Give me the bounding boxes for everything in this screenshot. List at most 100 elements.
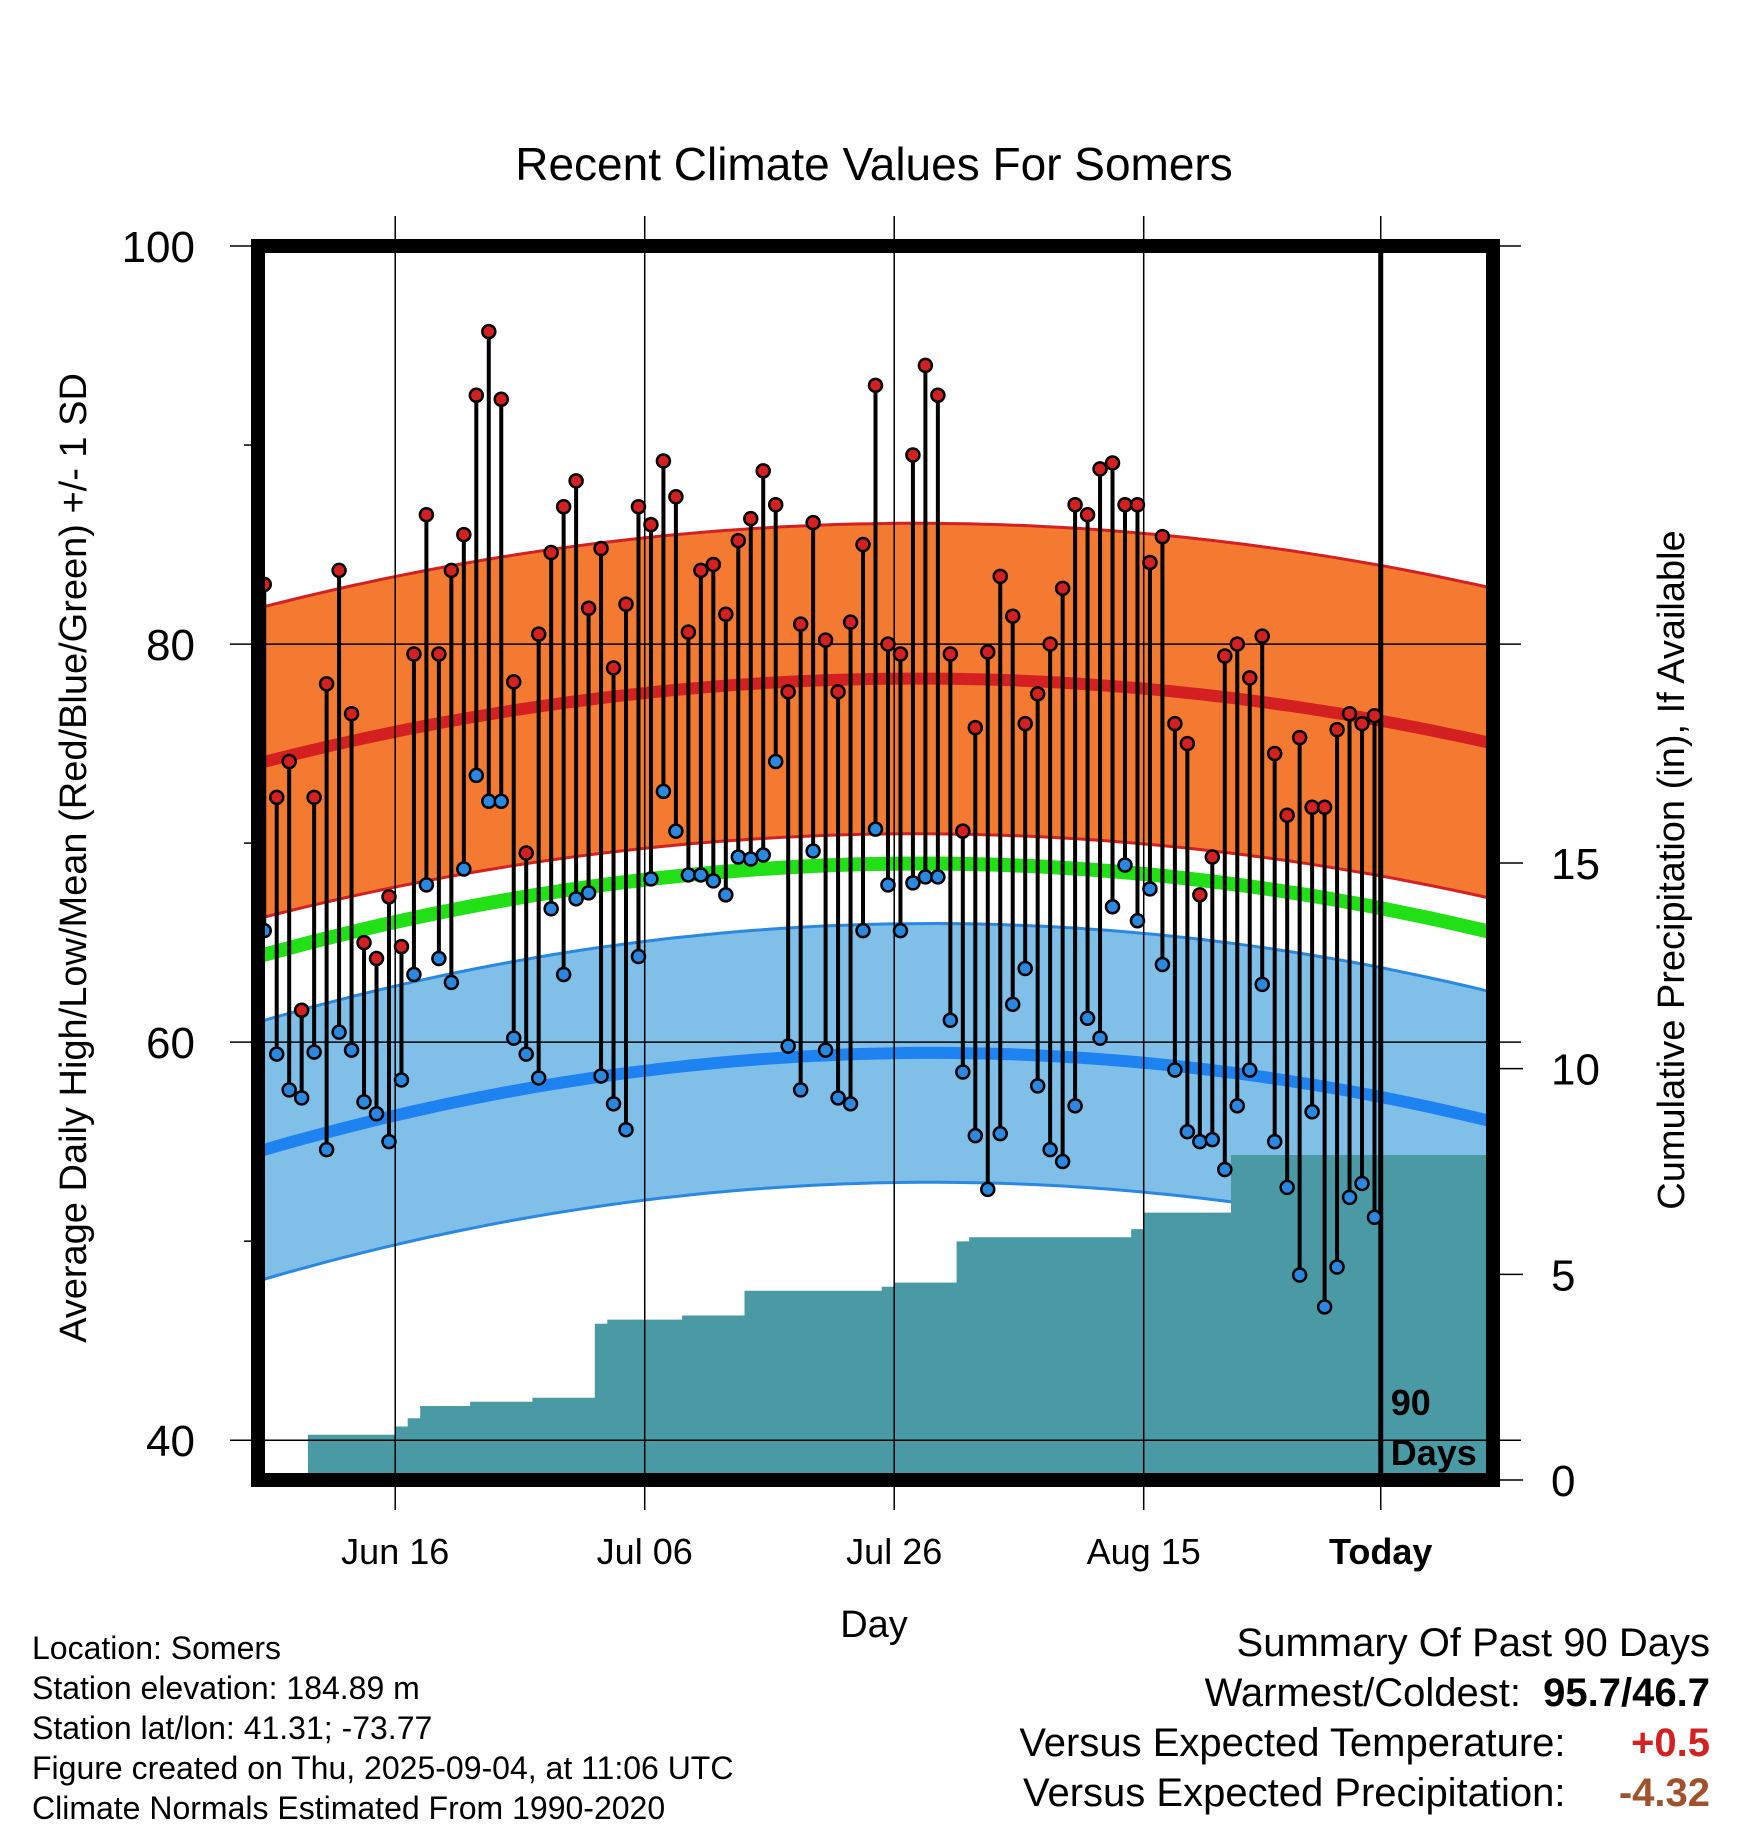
high-point bbox=[867, 377, 884, 394]
low-point bbox=[1104, 899, 1121, 915]
low-point bbox=[1029, 1078, 1046, 1094]
high-point bbox=[418, 506, 435, 523]
high-point bbox=[331, 562, 347, 579]
high-point bbox=[1341, 705, 1358, 722]
high-point bbox=[805, 514, 821, 531]
low-point bbox=[393, 1072, 410, 1088]
low-point bbox=[618, 1121, 634, 1138]
low-point bbox=[1054, 1153, 1071, 1170]
high-point bbox=[930, 387, 946, 404]
low-point bbox=[593, 1068, 609, 1084]
low-point bbox=[880, 877, 896, 893]
low-point bbox=[805, 843, 821, 859]
high-point bbox=[1229, 636, 1246, 652]
low-point bbox=[855, 922, 871, 939]
high-point bbox=[668, 489, 684, 505]
low-point bbox=[555, 966, 572, 983]
y-tick-label: 60 bbox=[146, 1019, 195, 1068]
low-point bbox=[343, 1042, 360, 1058]
high-point bbox=[1266, 745, 1283, 762]
low-point bbox=[605, 1096, 622, 1112]
low-point bbox=[992, 1125, 1008, 1142]
high-point bbox=[456, 526, 472, 543]
low-point bbox=[1167, 1062, 1183, 1078]
low-point bbox=[1142, 881, 1158, 897]
high-point bbox=[718, 606, 734, 622]
low-point bbox=[381, 1133, 397, 1150]
temp-vs-expected-label: Versus Expected Temperature: bbox=[1019, 1721, 1566, 1765]
low-point bbox=[543, 901, 559, 917]
low-point bbox=[955, 1064, 971, 1080]
y2-axis-label: Cumulative Precipitation (in), If Availa… bbox=[1651, 530, 1693, 1209]
high-point bbox=[381, 889, 397, 905]
low-point bbox=[1092, 1030, 1108, 1046]
low-point bbox=[1004, 996, 1021, 1013]
low-point bbox=[980, 1181, 996, 1198]
normals-text: Climate Normals Estimated From 1990-2020 bbox=[32, 1790, 666, 1826]
low-point bbox=[1341, 1189, 1358, 1206]
high-point bbox=[630, 498, 647, 515]
low-point bbox=[1154, 956, 1171, 973]
x-axis-label: Day bbox=[840, 1604, 908, 1646]
low-point bbox=[481, 793, 497, 810]
low-point bbox=[568, 891, 584, 907]
y-tick-label: 40 bbox=[146, 1417, 195, 1466]
high-point bbox=[281, 753, 297, 770]
low-point bbox=[718, 887, 734, 903]
low-point bbox=[518, 1046, 534, 1062]
high-point bbox=[1092, 461, 1108, 477]
high-point bbox=[980, 644, 996, 660]
low-point bbox=[892, 922, 909, 939]
low-point bbox=[1366, 1209, 1383, 1226]
elevation-text: Station elevation: 184.89 m bbox=[32, 1670, 420, 1706]
low-point bbox=[680, 867, 697, 883]
high-point bbox=[555, 498, 572, 515]
low-point bbox=[431, 950, 447, 967]
location-text: Location: Somers bbox=[32, 1630, 282, 1666]
observations bbox=[256, 323, 1383, 1315]
low-point bbox=[630, 948, 647, 965]
high-point bbox=[1241, 670, 1258, 686]
low-point bbox=[1279, 1179, 1295, 1196]
summary-title: Summary Of Past 90 Days bbox=[1236, 1621, 1710, 1665]
warmest-coldest-value: 95.7/46.7 bbox=[1543, 1671, 1710, 1715]
high-point bbox=[830, 684, 846, 700]
low-point bbox=[318, 1141, 335, 1158]
summary-panel: Summary Of Past 90 Days Warmest/Coldest:… bbox=[1019, 1618, 1710, 1818]
x-tick-label: Aug 15 bbox=[1087, 1531, 1201, 1572]
high-point bbox=[593, 540, 609, 557]
low-point bbox=[418, 877, 435, 893]
high-point bbox=[356, 934, 372, 951]
high-point bbox=[1054, 580, 1071, 597]
high-point bbox=[705, 556, 722, 573]
created-text: Figure created on Thu, 2025-09-04, at 11… bbox=[32, 1750, 734, 1786]
low-point bbox=[1254, 976, 1270, 993]
low-point bbox=[468, 767, 485, 784]
high-point bbox=[1029, 686, 1046, 702]
low-point bbox=[268, 1046, 285, 1062]
y-tick-label: 100 bbox=[122, 223, 195, 272]
days-label: Days bbox=[1391, 1432, 1477, 1473]
high-point bbox=[505, 674, 522, 690]
y-tick-label: 80 bbox=[146, 621, 195, 670]
y-axis-label: Average Daily High/Low/Mean (Red/Blue/Gr… bbox=[53, 373, 95, 1343]
low-point bbox=[356, 1094, 372, 1110]
high-point bbox=[992, 568, 1008, 585]
low-point bbox=[817, 1042, 834, 1058]
high-point bbox=[780, 684, 796, 700]
low-point bbox=[730, 849, 747, 865]
high-point bbox=[892, 646, 909, 662]
high-point bbox=[1042, 636, 1058, 652]
high-point bbox=[743, 510, 759, 527]
y2-tick-label: 10 bbox=[1551, 1046, 1600, 1095]
low-point bbox=[580, 885, 597, 901]
precip-area-group bbox=[258, 1155, 1493, 1480]
precip-vs-expected-value: -4.32 bbox=[1618, 1771, 1710, 1815]
low-point bbox=[1291, 1267, 1308, 1283]
station-info: Location: Somers Station elevation: 184.… bbox=[32, 1628, 733, 1828]
high-point bbox=[293, 1002, 310, 1019]
high-point bbox=[1017, 715, 1033, 732]
high-point bbox=[268, 789, 285, 806]
high-point bbox=[1366, 707, 1383, 724]
low-band bbox=[258, 923, 1493, 1281]
